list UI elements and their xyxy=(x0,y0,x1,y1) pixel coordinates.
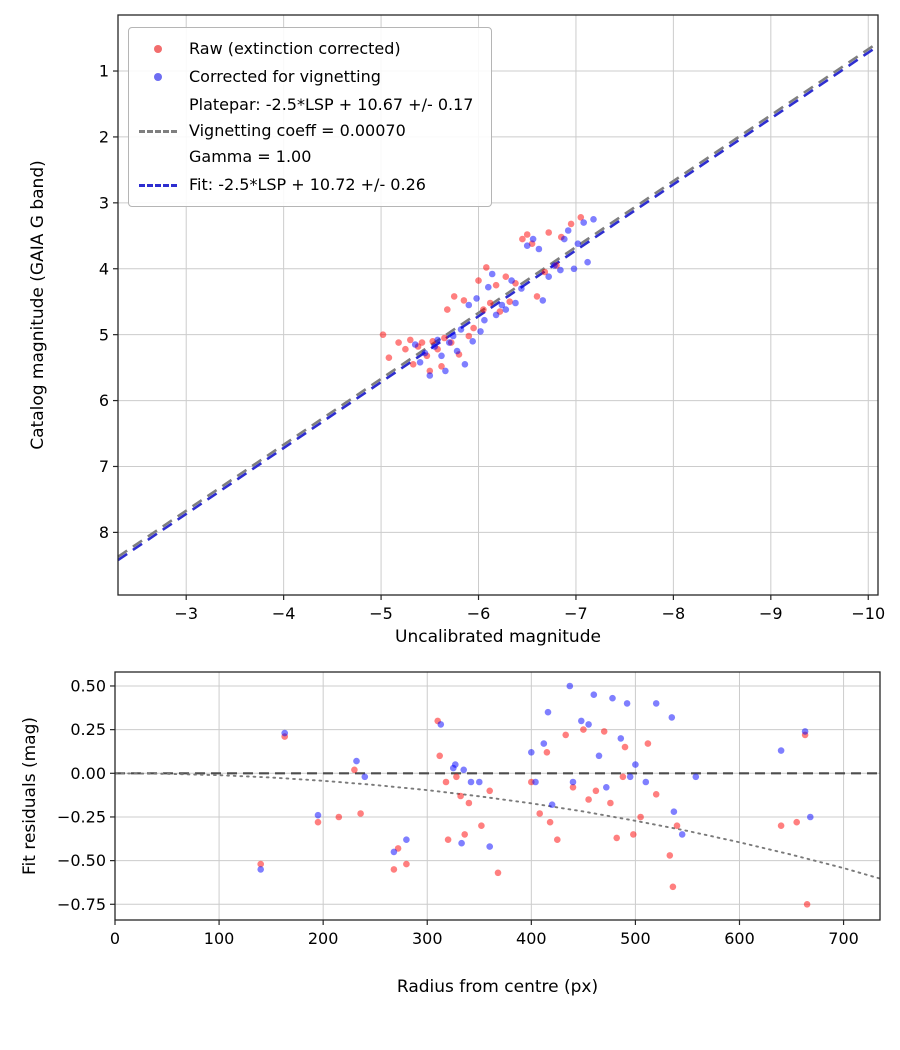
legend-row-raw: Raw (extinction corrected) xyxy=(139,36,473,62)
svg-text:100: 100 xyxy=(204,929,235,948)
svg-text:−0.50: −0.50 xyxy=(57,851,106,870)
svg-text:−6: −6 xyxy=(467,604,491,623)
svg-text:400: 400 xyxy=(516,929,547,948)
svg-text:200: 200 xyxy=(308,929,339,948)
tick-labels: 0 100 200 300 400 500 600 700 0.50 0.25 0.00 −0.25 −… xyxy=(57,677,859,948)
svg-text:−0.75: −0.75 xyxy=(57,895,106,914)
svg-text:0.00: 0.00 xyxy=(70,764,106,783)
svg-text:−4: −4 xyxy=(272,604,296,623)
legend-label-corrected: Corrected for vignetting xyxy=(189,67,381,86)
series-raw-extinction-corrected- xyxy=(379,214,585,375)
axes-frame xyxy=(117,14,879,596)
legend-label-vignetting-coeff: Vignetting coeff = 0.00070 xyxy=(189,121,406,140)
svg-text:8: 8 xyxy=(99,523,109,542)
vignetting-model-curve xyxy=(114,772,881,880)
svg-text:700: 700 xyxy=(828,929,859,948)
legend-label-gamma: Gamma = 1.00 xyxy=(189,147,312,166)
corrected-dot-marker-icon xyxy=(154,73,162,81)
series-corrected-residuals xyxy=(257,682,814,873)
svg-text:−3: −3 xyxy=(174,604,198,623)
legend-label-platepar: Platepar: -2.5*LSP + 10.67 +/- 0.17 xyxy=(189,95,474,114)
raw-dot-marker-icon xyxy=(154,45,162,53)
svg-text:0: 0 xyxy=(110,929,120,948)
svg-text:−5: −5 xyxy=(369,604,393,623)
grid xyxy=(114,672,880,920)
fit-dash-marker-icon xyxy=(139,183,177,187)
platepar-dash-marker-icon xyxy=(139,129,177,133)
legend-label-raw: Raw (extinction corrected) xyxy=(189,39,401,58)
series-raw-residuals xyxy=(257,717,811,908)
svg-text:6: 6 xyxy=(99,391,109,410)
legend-row-corrected: Corrected for vignetting xyxy=(139,64,473,90)
svg-text:2: 2 xyxy=(99,128,109,147)
legend-row-platepar: Platepar: -2.5*LSP + 10.67 +/- 0.17 Vign… xyxy=(139,92,473,170)
svg-text:0.50: 0.50 xyxy=(70,677,106,696)
top-legend: Raw (extinction corrected) Corrected for… xyxy=(128,27,493,207)
svg-text:600: 600 xyxy=(724,929,755,948)
svg-text:7: 7 xyxy=(99,457,109,476)
svg-text:300: 300 xyxy=(412,929,443,948)
svg-text:4: 4 xyxy=(99,259,109,278)
svg-text:5: 5 xyxy=(99,325,109,344)
svg-text:−0.25: −0.25 xyxy=(57,808,106,827)
svg-text:−7: −7 xyxy=(564,604,588,623)
series-corrected-for-vignetting xyxy=(411,216,597,379)
svg-text:−9: −9 xyxy=(759,604,783,623)
svg-text:−10: −10 xyxy=(851,604,885,623)
legend-label-fit: Fit: -2.5*LSP + 10.72 +/- 0.26 xyxy=(189,175,426,194)
top-ylabel: Catalog magnitude (GAIA G band) xyxy=(28,160,48,450)
magnitude-calibration-plot: −3 −4 −5 −6 −7 −8 −9 −10 1 2 3 4 5 6 7 8 xyxy=(99,14,885,623)
fit-line xyxy=(117,44,879,562)
svg-text:500: 500 xyxy=(620,929,651,948)
top-xlabel: Uncalibrated magnitude xyxy=(395,627,601,647)
bottom-ylabel: Fit residuals (mag) xyxy=(20,717,40,875)
bottom-xlabel: Radius from centre (px) xyxy=(396,977,599,997)
tick-labels: −3 −4 −5 −6 −7 −8 −9 −10 1 2 3 4 5 6 7 8 xyxy=(99,62,885,623)
svg-text:0.25: 0.25 xyxy=(70,720,106,739)
svg-text:1: 1 xyxy=(99,62,109,81)
axes-frame xyxy=(114,671,881,921)
fit-residuals-plot: 0 100 200 300 400 500 600 700 0.50 0.25 0.00 −0.25 −… xyxy=(57,671,881,948)
legend-row-fit: Fit: -2.5*LSP + 10.72 +/- 0.26 xyxy=(139,172,473,198)
platepar-line xyxy=(117,41,879,558)
svg-text:−8: −8 xyxy=(662,604,686,623)
svg-text:3: 3 xyxy=(99,193,109,212)
